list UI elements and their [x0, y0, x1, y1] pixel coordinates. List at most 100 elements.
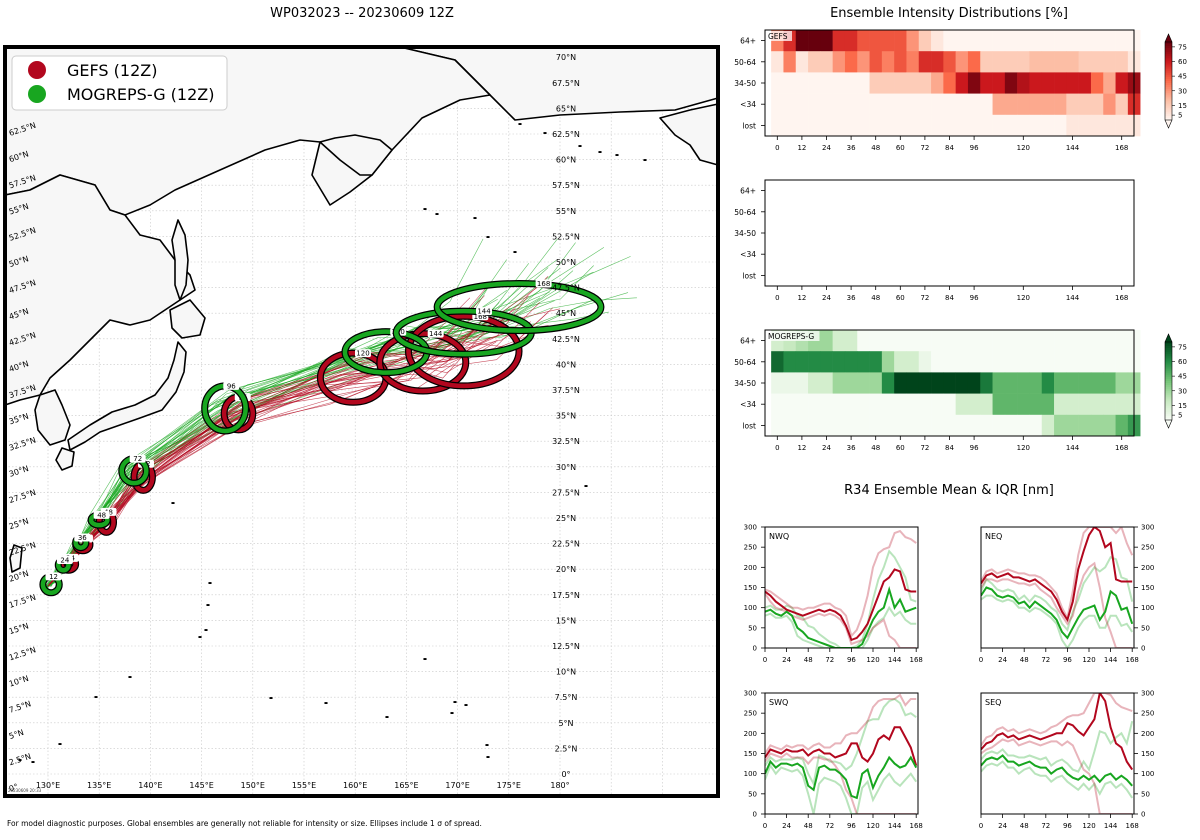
- colorbar-segment: [1165, 342, 1172, 345]
- intensity-cell: [844, 372, 858, 394]
- lon-label: 155°E: [292, 781, 316, 790]
- land-hokkaido: [169, 299, 206, 339]
- colorbar-segment: [1165, 379, 1172, 382]
- intensity-cell: [783, 72, 797, 94]
- intensity-cell: [1041, 114, 1055, 137]
- intensity-cell: [1090, 93, 1104, 116]
- r34-ytick-label: 50: [748, 790, 757, 798]
- intensity-hour-label: 12: [797, 444, 806, 452]
- intensity-cell: [1090, 30, 1104, 52]
- mogreps-ellipse-label: 24: [60, 556, 69, 564]
- colorbar-segment: [1165, 365, 1172, 368]
- land-kyushu: [55, 447, 75, 471]
- intensity-cell: [844, 351, 858, 373]
- r34-ytick-label: 300: [744, 524, 757, 532]
- r34-ytick-label: 100: [1141, 604, 1154, 612]
- intensity-cell: [820, 72, 833, 94]
- intensity-cell: [1066, 72, 1079, 94]
- intensity-cell: [1054, 330, 1067, 352]
- intensity-cell: [943, 93, 956, 116]
- intensity-cell: [918, 393, 932, 416]
- r34-xtick-label: 0: [763, 822, 767, 830]
- lon-label: 180°: [550, 781, 569, 790]
- lon-label: 135°E: [87, 781, 111, 790]
- intensity-cell: [1078, 351, 1092, 373]
- left-lat-label: 5°N: [8, 728, 25, 741]
- intensity-cell: [1004, 51, 1018, 73]
- r34-xtick-label: 120: [1082, 822, 1095, 830]
- intensity-cell: [881, 114, 895, 137]
- colorbar-segment: [1165, 402, 1172, 405]
- intensity-cell: [820, 51, 833, 73]
- intensity-cell: [992, 72, 1006, 94]
- intensity-row-label: 64+: [740, 187, 756, 196]
- colorbar-segment: [1165, 118, 1172, 121]
- r34-ytick-label: 250: [744, 544, 757, 552]
- island: [206, 604, 210, 606]
- intensity-cell: [918, 372, 932, 394]
- intensity-cell: [894, 93, 907, 116]
- intensity-cell: [1103, 393, 1116, 416]
- intensity-cell: [1041, 72, 1055, 94]
- colorbar-segment: [1165, 388, 1172, 392]
- island: [584, 485, 588, 487]
- intensity-cell: [955, 330, 969, 352]
- intensity-cell: [1004, 114, 1018, 137]
- lon-label: 160°E: [343, 781, 367, 790]
- intensity-cell: [980, 114, 993, 137]
- island: [208, 582, 212, 584]
- intensity-cell: [931, 393, 944, 416]
- mogreps-ellipse-label: 48: [97, 511, 106, 519]
- intensity-panel-name: MOGREPS-G: [768, 332, 814, 341]
- colorbar-segment: [1165, 408, 1172, 411]
- intensity-cell: [894, 393, 907, 416]
- colorbar-segment: [1165, 100, 1172, 103]
- colorbar-segment: [1165, 414, 1172, 417]
- island: [485, 744, 489, 746]
- intensity-cell: [992, 330, 1006, 352]
- colorbar-segment: [1165, 43, 1172, 47]
- intensity-cell: [992, 51, 1006, 73]
- intensity-cell: [1017, 72, 1030, 94]
- lat-label: 5°N: [558, 719, 573, 728]
- intensity-cell: [1041, 330, 1055, 352]
- intensity-cell: [832, 30, 846, 52]
- lon-label: 145°E: [189, 781, 213, 790]
- colorbar-tick-label: 75: [1178, 43, 1187, 51]
- intensity-cell: [967, 30, 981, 52]
- intensity-cell: [906, 114, 920, 137]
- intensity-cell: [832, 51, 846, 73]
- mogreps-iqr-high-line: [765, 549, 917, 648]
- mogreps-iqr-low-line: [765, 605, 917, 648]
- colorbar-segment: [1165, 384, 1172, 388]
- footnote: For model diagnostic purposes. Global en…: [7, 819, 482, 828]
- mogreps-mean-line: [765, 585, 917, 648]
- intensity-cell: [832, 372, 846, 394]
- intensity-cell: [1078, 330, 1092, 352]
- intensity-cell: [931, 51, 944, 73]
- colorbar-segment: [1165, 57, 1172, 60]
- intensity-cell: [1115, 114, 1129, 137]
- colorbar-segment: [1165, 351, 1172, 355]
- mogreps-iqr-high-line: [981, 556, 1134, 632]
- r34-ytick-label: 50: [1141, 790, 1150, 798]
- colorbar-segment: [1165, 84, 1172, 88]
- lon-label: 150°E: [241, 781, 265, 790]
- mogreps-ellipse-label-bg: [45, 572, 62, 581]
- intensity-cell: [795, 51, 809, 73]
- lat-label: 55°N: [556, 207, 576, 216]
- intensity-cell: [1066, 351, 1079, 373]
- mogreps-ellipse-label: 36: [78, 534, 87, 542]
- colorbar-tick-label: 60: [1178, 358, 1187, 366]
- island: [486, 236, 490, 238]
- intensity-cell: [844, 30, 858, 52]
- intensity-hour-label: 0: [775, 144, 779, 152]
- intensity-hour-label: 0: [775, 444, 779, 452]
- island: [473, 217, 477, 219]
- intensity-cell: [1017, 93, 1030, 116]
- r34-ytick-label: 150: [744, 750, 757, 758]
- island: [543, 132, 547, 134]
- intensity-cell: [857, 330, 870, 352]
- colorbar-tick-label: 5: [1178, 412, 1182, 420]
- intensity-cell: [795, 372, 809, 394]
